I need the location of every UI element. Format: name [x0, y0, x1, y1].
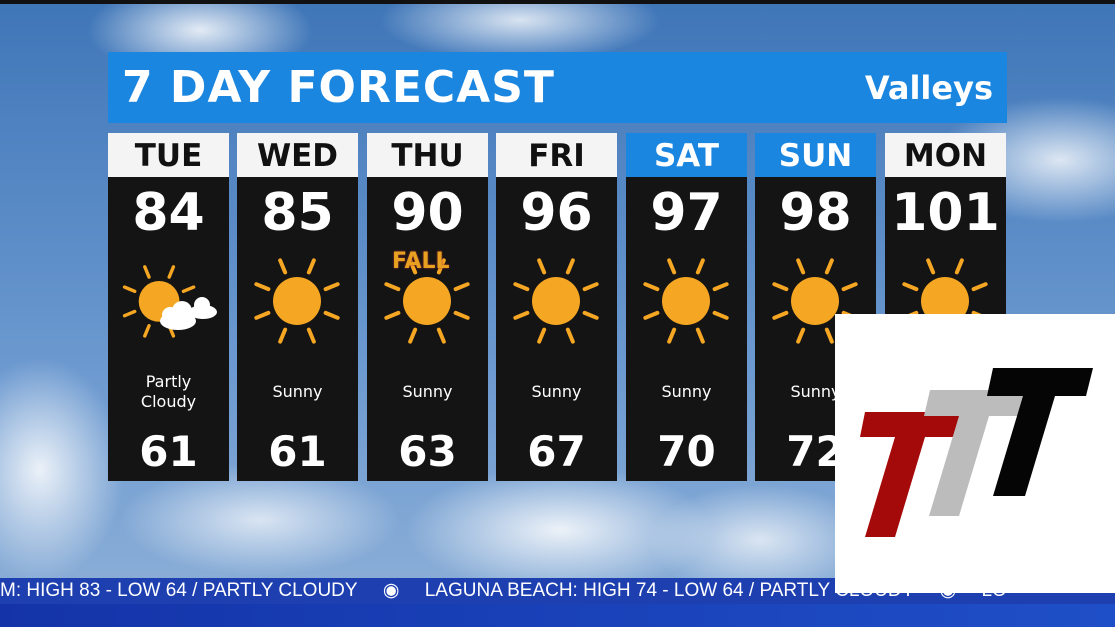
- partly-cloudy-icon: [108, 255, 229, 355]
- condition: Sunny: [531, 382, 582, 401]
- forecast-title: 7 DAY FORECAST: [122, 62, 555, 113]
- day-label: SUN: [755, 133, 876, 177]
- low-temp: 63: [398, 427, 457, 476]
- top-border: [0, 0, 1115, 4]
- high-temp: 101: [891, 183, 1000, 243]
- sun-icon: [496, 255, 617, 355]
- ttt-logo: [835, 314, 1115, 593]
- low-temp: 72: [786, 427, 845, 476]
- forecast-day-tue: TUE 84 Partly Cloudy 61: [108, 133, 229, 481]
- sun-icon: [237, 255, 358, 355]
- ticker-item: LAGUNA BEACH: HIGH 74 - LOW 64 / PARTLY …: [424, 580, 915, 601]
- condition: Sunny: [402, 382, 453, 401]
- day-panel: 97 Sunny 70: [626, 177, 747, 481]
- high-temp: 85: [261, 183, 334, 243]
- high-temp: 84: [132, 183, 205, 243]
- title-bar: 7 DAY FORECAST Valleys: [108, 52, 1007, 123]
- day-panel: 90 FALL Sunny 63: [367, 177, 488, 481]
- forecast-day-wed: WED 85 Sunny 61: [237, 133, 358, 481]
- sun-icon: [755, 255, 876, 355]
- high-temp: 96: [520, 183, 593, 243]
- day-label: SAT: [626, 133, 747, 177]
- day-label: MON: [885, 133, 1006, 177]
- forecast-day-thu: THU 90 FALL Sunny 63: [367, 133, 488, 481]
- day-panel: 96 Sunny 67: [496, 177, 617, 481]
- fall-badge: FALL: [392, 249, 450, 274]
- day-panel: 85 Sunny 61: [237, 177, 358, 481]
- condition: Partly Cloudy: [140, 372, 197, 411]
- bottom-bar: [0, 604, 1115, 627]
- day-panel: 84 Partly Cloudy 61: [108, 177, 229, 481]
- low-temp: 61: [268, 427, 327, 476]
- low-temp: 61: [139, 427, 198, 476]
- sun-icon: [367, 255, 488, 355]
- high-temp: 97: [650, 183, 723, 243]
- high-temp: 90: [391, 183, 464, 243]
- day-label: WED: [237, 133, 358, 177]
- condition: Sunny: [272, 382, 323, 401]
- sun-icon: [626, 255, 747, 355]
- forecast-day-fri: FRI 96 Sunny 67: [496, 133, 617, 481]
- condition: Sunny: [661, 382, 712, 401]
- day-label: TUE: [108, 133, 229, 177]
- region-label: Valleys: [864, 68, 993, 107]
- low-temp: 67: [527, 427, 586, 476]
- ticker-item: M: HIGH 83 - LOW 64 / PARTLY CLOUDY: [0, 580, 358, 601]
- condition: Sunny: [790, 382, 841, 401]
- day-label: FRI: [496, 133, 617, 177]
- low-temp: 70: [657, 427, 716, 476]
- cbs-eye-icon: ◉: [382, 580, 400, 601]
- day-label: THU: [367, 133, 488, 177]
- high-temp: 98: [779, 183, 852, 243]
- forecast-day-sat: SAT 97 Sunny 70: [626, 133, 747, 481]
